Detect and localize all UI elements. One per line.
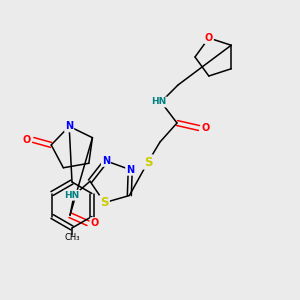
Text: O: O [91, 218, 99, 228]
Text: N: N [126, 165, 134, 175]
Text: CH₃: CH₃ [64, 233, 80, 242]
Text: HN: HN [64, 191, 80, 200]
Text: HN: HN [152, 98, 166, 106]
Text: S: S [144, 155, 152, 169]
Text: N: N [102, 156, 110, 166]
Text: N: N [65, 121, 73, 131]
Text: O: O [202, 123, 210, 133]
Text: O: O [205, 33, 213, 43]
Text: O: O [22, 135, 30, 145]
Text: S: S [100, 196, 109, 209]
